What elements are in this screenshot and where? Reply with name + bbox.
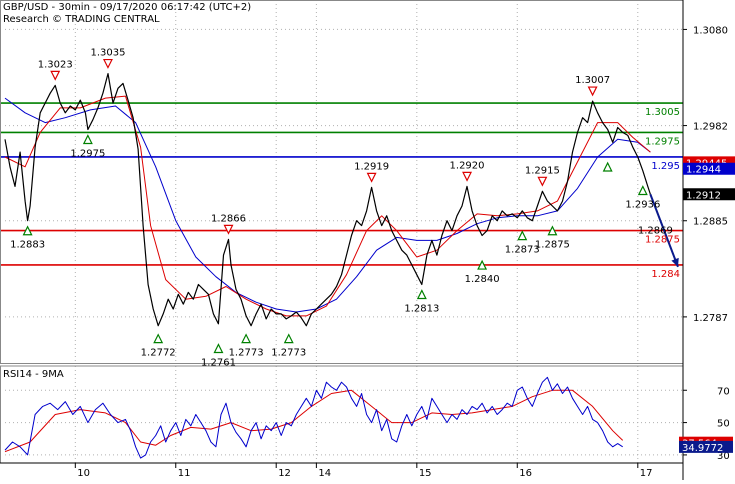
trough-marker bbox=[477, 259, 488, 270]
x-tick-label: 16 bbox=[519, 468, 532, 479]
price-box-label: 1.2912 bbox=[686, 190, 721, 201]
main-y-tick-label: 1.2787 bbox=[693, 313, 728, 324]
peak-label: 1.2920 bbox=[450, 160, 485, 171]
level-label: 1.284 bbox=[651, 269, 680, 280]
rsi-value-box-label: 34.9772 bbox=[682, 443, 723, 454]
chart-title: GBP/USD - 30min - 09/17/2020 06:17:42 (U… bbox=[3, 2, 252, 13]
rsi-title: RSI14 - 9MA bbox=[3, 369, 64, 380]
peak-marker bbox=[537, 176, 548, 187]
ma-slow-line bbox=[4, 97, 651, 313]
trough-marker bbox=[82, 134, 93, 145]
peak-label: 1.3035 bbox=[90, 48, 125, 59]
peak-label: 1.3007 bbox=[575, 75, 610, 86]
rsi-line bbox=[4, 376, 623, 459]
peak-marker bbox=[102, 58, 113, 69]
ma-fast-line bbox=[4, 95, 651, 317]
peak-label: 1.2915 bbox=[525, 165, 560, 176]
rsi-y-tick-label: 70 bbox=[717, 386, 730, 397]
main-y-tick-label: 1.2885 bbox=[693, 217, 728, 228]
trough-marker bbox=[602, 161, 613, 172]
x-tick-label: 17 bbox=[640, 468, 653, 479]
trough-label: 1.2773 bbox=[229, 348, 264, 359]
trough-label: 1.2772 bbox=[141, 348, 176, 359]
peak-marker bbox=[223, 224, 234, 235]
level-label: 1.3005 bbox=[645, 107, 680, 118]
price-box bbox=[683, 188, 735, 201]
x-tick-label: 12 bbox=[278, 468, 291, 479]
trough-marker bbox=[213, 343, 224, 354]
x-tick-label: 10 bbox=[77, 468, 90, 479]
trough-label: 1.2883 bbox=[10, 240, 45, 251]
trough-marker bbox=[517, 230, 528, 241]
level-label: 1.2875 bbox=[645, 235, 680, 246]
rsi-value-box bbox=[679, 440, 733, 453]
main-y-tick-label: 1.2982 bbox=[693, 122, 728, 133]
price-line bbox=[4, 72, 651, 327]
trough-label: 1.2975 bbox=[70, 149, 105, 160]
trough-marker bbox=[153, 333, 164, 344]
peak-label: 1.2866 bbox=[211, 213, 246, 224]
trough-marker bbox=[283, 333, 294, 344]
trough-marker bbox=[637, 185, 648, 196]
trough-label: 1.2840 bbox=[465, 274, 500, 285]
trough-label: 1.2936 bbox=[625, 200, 660, 211]
level-label: 1.295 bbox=[651, 161, 680, 172]
x-tick-label: 11 bbox=[178, 468, 191, 479]
peak-label: 1.3023 bbox=[38, 59, 73, 70]
price-box-label: 1.2944 bbox=[686, 165, 721, 176]
x-tick-label: 15 bbox=[419, 468, 432, 479]
peak-label: 1.2919 bbox=[354, 161, 389, 172]
level-label: 1.2975 bbox=[645, 136, 680, 147]
peak-marker bbox=[462, 171, 473, 182]
trough-label: 1.2813 bbox=[404, 304, 439, 315]
trough-label: 1.2761 bbox=[201, 357, 236, 368]
peak-marker bbox=[366, 172, 377, 183]
trough-marker bbox=[241, 333, 252, 344]
peak-marker bbox=[587, 86, 598, 97]
level-annotation: 1.2869 bbox=[638, 225, 673, 236]
peak-marker bbox=[50, 70, 61, 81]
main-y-tick-label: 1.3080 bbox=[693, 25, 728, 36]
trough-label: 1.2875 bbox=[535, 240, 570, 251]
chart-subtitle: Research © TRADING CENTRAL bbox=[3, 14, 160, 25]
x-tick-label: 14 bbox=[318, 468, 331, 479]
rsi-y-tick-label: 30 bbox=[717, 451, 730, 462]
trough-label: 1.2773 bbox=[271, 348, 306, 359]
trough-marker bbox=[416, 289, 427, 300]
trough-marker bbox=[22, 225, 33, 236]
forecast-arrow bbox=[649, 193, 679, 268]
trough-label: 1.2873 bbox=[505, 245, 540, 256]
forecast-arrowhead bbox=[671, 257, 679, 267]
trough-marker bbox=[547, 225, 558, 236]
rsi-y-tick-label: 50 bbox=[717, 419, 730, 430]
price-box bbox=[683, 162, 735, 175]
